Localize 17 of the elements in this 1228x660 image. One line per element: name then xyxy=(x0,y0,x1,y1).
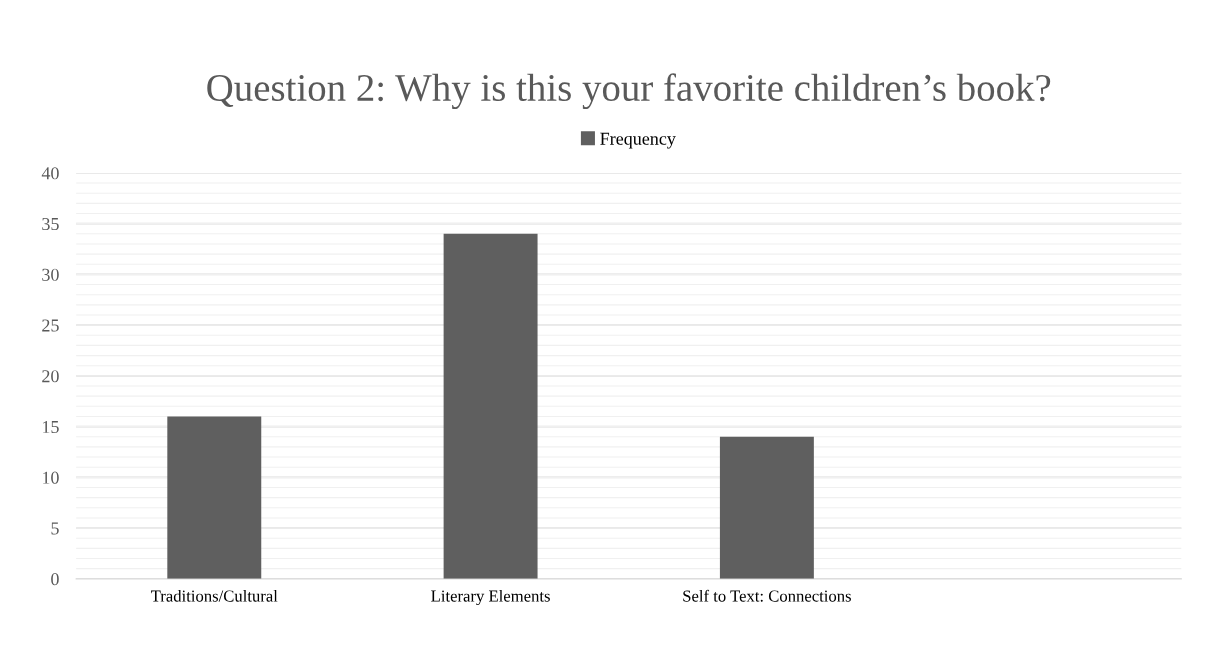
y-tick-label: 35 xyxy=(42,217,59,231)
bar xyxy=(443,233,538,579)
x-tick-label: Traditions/Cultural xyxy=(151,589,278,602)
legend-label: Frequency xyxy=(600,132,676,149)
x-tick-label: Literary Elements xyxy=(431,589,550,606)
y-tick-label: 0 xyxy=(51,573,59,586)
y-tick-label: 40 xyxy=(41,167,59,180)
y-tick-label: 5 xyxy=(51,522,59,535)
y-tick-label: 20 xyxy=(42,370,59,383)
bar xyxy=(167,416,262,579)
y-tick-label: 30 xyxy=(42,268,59,281)
chart-title: Question 2: Why is this your favorite children’s book? xyxy=(207,73,1051,110)
bar xyxy=(719,436,814,579)
y-tick-label: 10 xyxy=(43,471,59,484)
y-tick-label: 15 xyxy=(43,420,59,434)
y-tick-label: 25 xyxy=(42,319,59,332)
x-tick-label: Self to Text: Connections xyxy=(683,589,851,602)
